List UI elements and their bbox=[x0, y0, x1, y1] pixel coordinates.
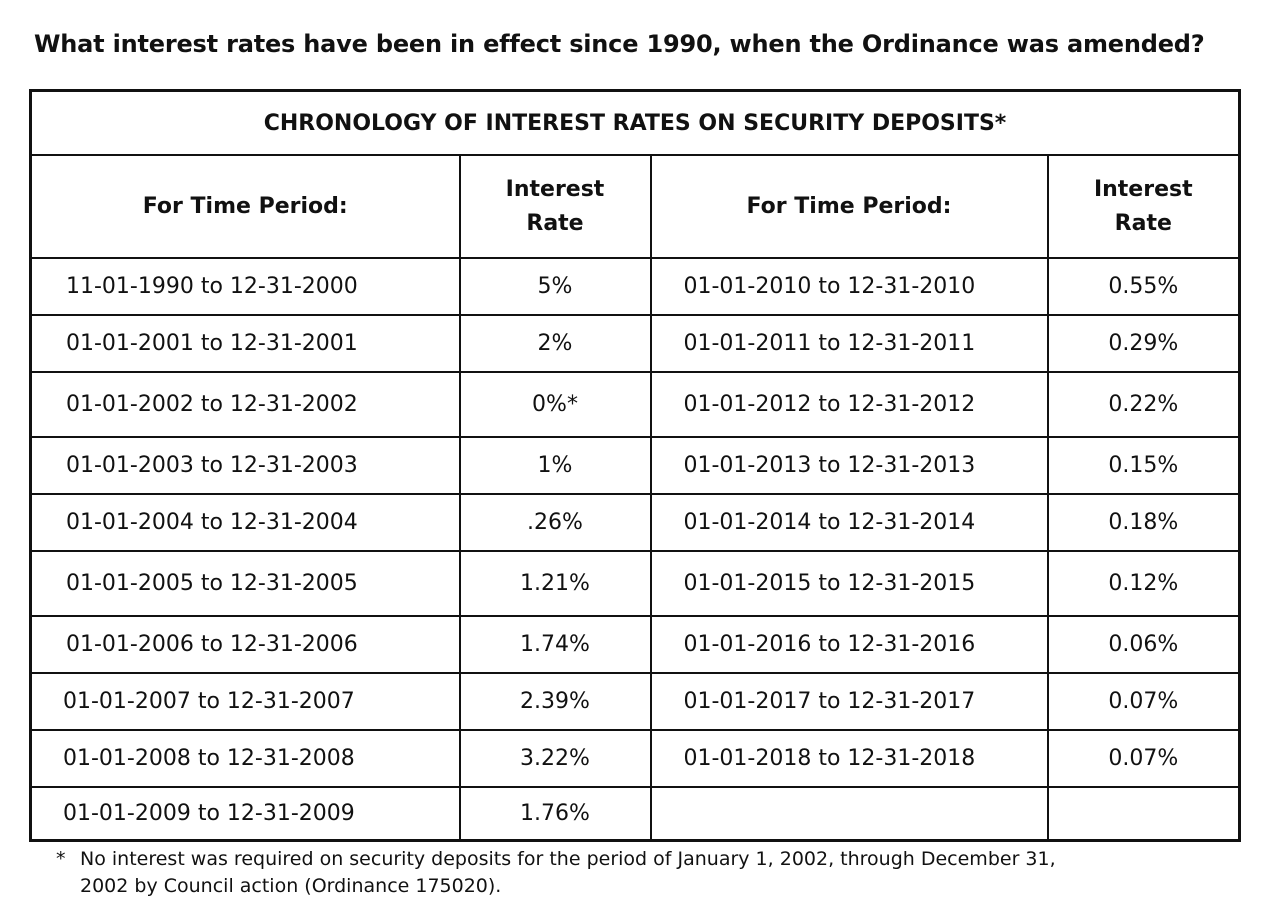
rate-cell: 0.07% bbox=[1046, 672, 1241, 731]
header-rate-line2: Rate bbox=[526, 210, 584, 236]
rate-cell: 0.55% bbox=[1046, 257, 1241, 316]
table-row: 11-01-1990 to 12-31-2000 5% 01-01-2010 t… bbox=[29, 257, 1241, 316]
header-rate-left: Interest Rate bbox=[458, 154, 652, 259]
header-period-right: For Time Period: bbox=[649, 154, 1049, 259]
period-cell: 01-01-2001 to 12-31-2001 bbox=[29, 314, 461, 373]
footnote-text-line2: 2002 by Council action (Ordinance 175020… bbox=[80, 875, 502, 897]
table-row: 01-01-2004 to 12-31-2004 .26% 01-01-2014… bbox=[29, 493, 1241, 552]
rate-cell bbox=[1046, 786, 1241, 841]
rate-cell: 2% bbox=[458, 314, 652, 373]
rate-cell: 0.15% bbox=[1046, 436, 1241, 495]
period-cell: 01-01-2006 to 12-31-2006 bbox=[29, 615, 461, 674]
rate-cell: 0.22% bbox=[1046, 371, 1241, 438]
period-cell: 01-01-2012 to 12-31-2012 bbox=[649, 371, 1049, 438]
rate-cell: 0.18% bbox=[1046, 493, 1241, 552]
period-cell: 01-01-2004 to 12-31-2004 bbox=[29, 493, 461, 552]
table-row: 01-01-2002 to 12-31-2002 0%* 01-01-2012 … bbox=[29, 371, 1241, 438]
table-row: 01-01-2005 to 12-31-2005 1.21% 01-01-201… bbox=[29, 550, 1241, 617]
header-rate-line1: Interest bbox=[505, 176, 605, 202]
rate-cell: .26% bbox=[458, 493, 652, 552]
period-cell: 01-01-2009 to 12-31-2009 bbox=[29, 786, 461, 841]
period-cell bbox=[649, 786, 1049, 841]
footnote-marker: * bbox=[56, 848, 66, 870]
header-rate-right: Interest Rate bbox=[1046, 154, 1241, 259]
footnote: * No interest was required on security de… bbox=[56, 846, 1056, 900]
table-row: 01-01-2007 to 12-31-2007 2.39% 01-01-201… bbox=[29, 672, 1241, 731]
footnote-line1: * No interest was required on security de… bbox=[56, 846, 1056, 873]
footnote-text-line1: No interest was required on security dep… bbox=[80, 848, 1056, 870]
period-cell: 01-01-2007 to 12-31-2007 bbox=[29, 672, 461, 731]
interest-rate-table: CHRONOLOGY OF INTEREST RATES ON SECURITY… bbox=[29, 89, 1242, 842]
table-row: 01-01-2009 to 12-31-2009 1.76% bbox=[29, 786, 1241, 841]
period-cell: 01-01-2014 to 12-31-2014 bbox=[649, 493, 1049, 552]
period-cell: 01-01-2011 to 12-31-2011 bbox=[649, 314, 1049, 373]
rate-cell: 0%* bbox=[458, 371, 652, 438]
table-title: CHRONOLOGY OF INTEREST RATES ON SECURITY… bbox=[29, 89, 1241, 156]
period-cell: 01-01-2016 to 12-31-2016 bbox=[649, 615, 1049, 674]
rate-cell: 5% bbox=[458, 257, 652, 316]
period-cell: 01-01-2008 to 12-31-2008 bbox=[29, 729, 461, 788]
table-row: 01-01-2001 to 12-31-2001 2% 01-01-2011 t… bbox=[29, 314, 1241, 373]
period-cell: 01-01-2005 to 12-31-2005 bbox=[29, 550, 461, 617]
rate-cell: 1.76% bbox=[458, 786, 652, 841]
table-row: 01-01-2003 to 12-31-2003 1% 01-01-2013 t… bbox=[29, 436, 1241, 495]
rate-cell: 0.29% bbox=[1046, 314, 1241, 373]
period-cell: 01-01-2010 to 12-31-2010 bbox=[649, 257, 1049, 316]
period-cell: 01-01-2017 to 12-31-2017 bbox=[649, 672, 1049, 731]
period-cell: 01-01-2003 to 12-31-2003 bbox=[29, 436, 461, 495]
rate-cell: 1.21% bbox=[458, 550, 652, 617]
period-cell: 11-01-1990 to 12-31-2000 bbox=[29, 257, 461, 316]
rate-cell: 0.06% bbox=[1046, 615, 1241, 674]
header-period-left: For Time Period: bbox=[29, 154, 461, 259]
header-rate-line1: Interest bbox=[1093, 176, 1193, 202]
rate-cell: 0.07% bbox=[1046, 729, 1241, 788]
rate-cell: 3.22% bbox=[458, 729, 652, 788]
rate-cell: 1.74% bbox=[458, 615, 652, 674]
table-row: 01-01-2008 to 12-31-2008 3.22% 01-01-201… bbox=[29, 729, 1241, 788]
period-cell: 01-01-2013 to 12-31-2013 bbox=[649, 436, 1049, 495]
page-question: What interest rates have been in effect … bbox=[34, 30, 1205, 58]
table-row: 01-01-2006 to 12-31-2006 1.74% 01-01-201… bbox=[29, 615, 1241, 674]
header-rate-line2: Rate bbox=[1114, 210, 1172, 236]
period-cell: 01-01-2002 to 12-31-2002 bbox=[29, 371, 461, 438]
period-cell: 01-01-2018 to 12-31-2018 bbox=[649, 729, 1049, 788]
rate-cell: 1% bbox=[458, 436, 652, 495]
rate-cell: 2.39% bbox=[458, 672, 652, 731]
rate-cell: 0.12% bbox=[1046, 550, 1241, 617]
period-cell: 01-01-2015 to 12-31-2015 bbox=[649, 550, 1049, 617]
